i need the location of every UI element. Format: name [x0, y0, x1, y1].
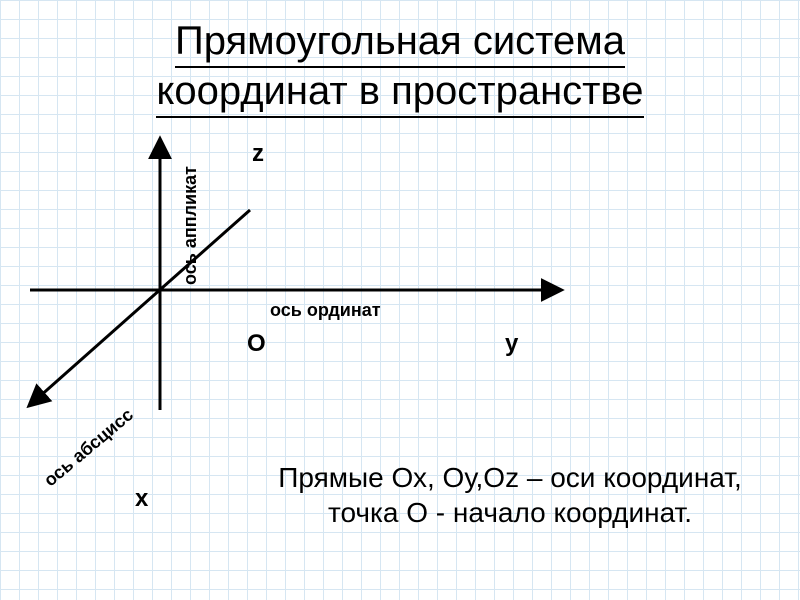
y-axis-letter: y — [505, 330, 518, 358]
caption-text: Прямые Ох, Оу,Оz – оси координат, точка … — [270, 460, 750, 530]
ordinat-axis-label: ось ординат — [270, 300, 381, 321]
z-axis-letter: z — [252, 140, 264, 168]
x-axis-letter: x — [135, 485, 148, 513]
origin-letter: O — [247, 330, 266, 358]
x-axis-line — [30, 210, 250, 405]
applikata-axis-label: ось аппликат — [180, 166, 201, 285]
